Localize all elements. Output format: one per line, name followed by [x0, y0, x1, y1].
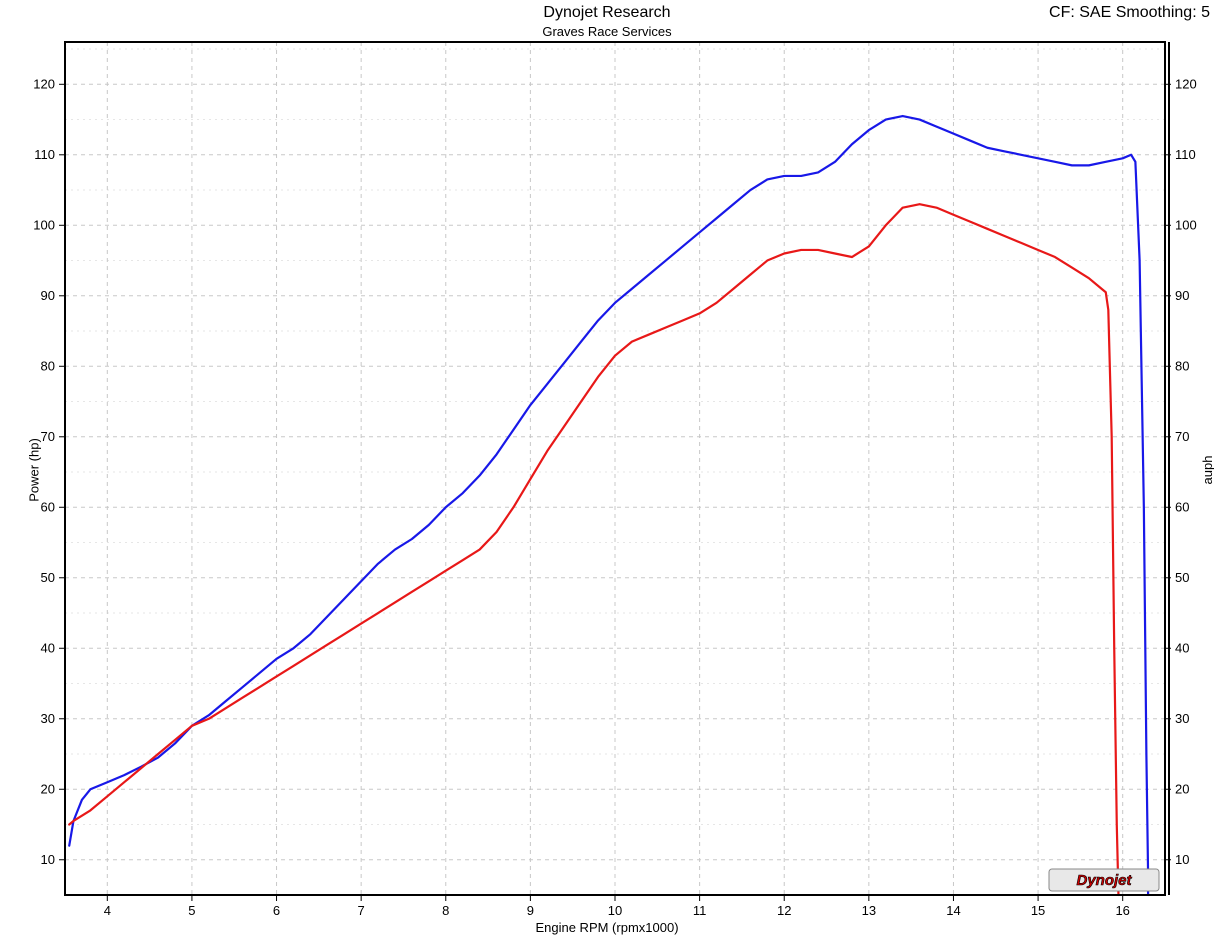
y2-tick-label: 50: [1175, 570, 1189, 585]
y2-tick-label: 40: [1175, 640, 1189, 655]
y-tick-label: 50: [41, 570, 55, 585]
y-tick-label: 10: [41, 852, 55, 867]
y2-tick-label: 120: [1175, 76, 1197, 91]
y2-tick-label: 90: [1175, 288, 1189, 303]
dynojet-logo-text: Dynojet: [1076, 872, 1132, 889]
y-tick-label: 40: [41, 640, 55, 655]
y2-tick-label: 20: [1175, 781, 1189, 796]
x-tick-label: 8: [442, 903, 449, 918]
y2-tick-label: 10: [1175, 852, 1189, 867]
x-tick-label: 9: [527, 903, 534, 918]
x-tick-label: 4: [104, 903, 111, 918]
y-tick-label: 70: [41, 429, 55, 444]
y-tick-label: 100: [33, 217, 55, 232]
y2-tick-label: 80: [1175, 358, 1189, 373]
y-tick-label: 20: [41, 781, 55, 796]
y2-tick-label: 70: [1175, 429, 1189, 444]
y2-tick-label: 110: [1175, 147, 1196, 162]
x-tick-label: 15: [1031, 903, 1045, 918]
y-tick-label: 30: [41, 711, 55, 726]
x-tick-label: 10: [608, 903, 622, 918]
x-tick-label: 7: [358, 903, 365, 918]
x-tick-label: 11: [693, 903, 707, 918]
x-tick-label: 5: [188, 903, 195, 918]
x-tick-label: 6: [273, 903, 280, 918]
y-tick-label: 80: [41, 358, 55, 373]
x-tick-label: 12: [777, 903, 791, 918]
y2-tick-label: 30: [1175, 711, 1189, 726]
y2-tick-label: 100: [1175, 217, 1197, 232]
x-tick-label: 14: [946, 903, 960, 918]
x-tick-label: 13: [862, 903, 876, 918]
y-tick-label: 60: [41, 499, 55, 514]
y2-tick-label: 60: [1175, 499, 1189, 514]
y-tick-label: 110: [34, 147, 55, 162]
x-tick-label: 16: [1115, 903, 1129, 918]
dyno-chart: 4 5 6 7 8 9 10 11 12 13 14 15 16 10 10 20 20 30 30 40 40 50 50…: [0, 0, 1214, 939]
y-tick-label: 90: [41, 288, 55, 303]
y-tick-label: 120: [33, 76, 55, 91]
